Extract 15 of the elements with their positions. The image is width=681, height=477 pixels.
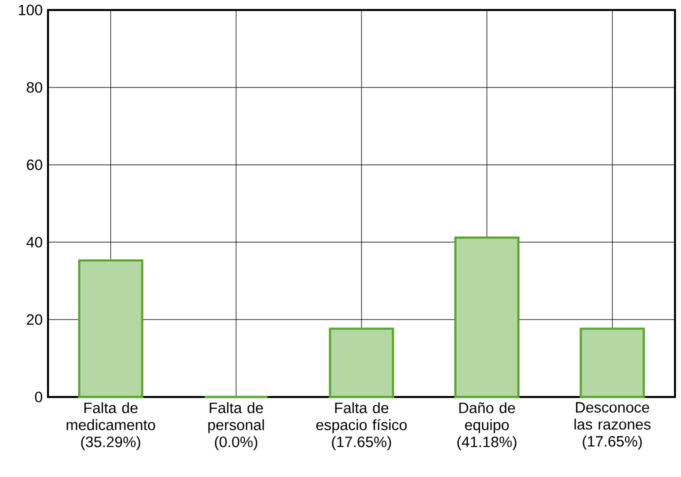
y-tick-label: 20: [26, 314, 42, 325]
y-tick-label: 40: [26, 236, 42, 248]
y-tick-label: 80: [26, 82, 42, 93]
x-tick-label: Falta de personal (0.0%): [208, 402, 264, 450]
x-tick-label: Falta de espacio físico (17.65%): [316, 402, 407, 450]
bar: [328, 328, 394, 398]
x-tick-label: Daño de equipo (41.18%): [457, 402, 516, 450]
x-tick-label: Desconoce las razones (17.65%): [574, 402, 650, 450]
bar: [78, 259, 144, 398]
bar: [580, 328, 645, 398]
bar: [454, 236, 520, 398]
y-tick-label: 100: [18, 4, 42, 16]
x-tick-label: Falta de medicamento (35.29%): [66, 402, 156, 450]
y-tick-label: 60: [26, 159, 42, 170]
y-tick-label: 0: [35, 392, 42, 402]
